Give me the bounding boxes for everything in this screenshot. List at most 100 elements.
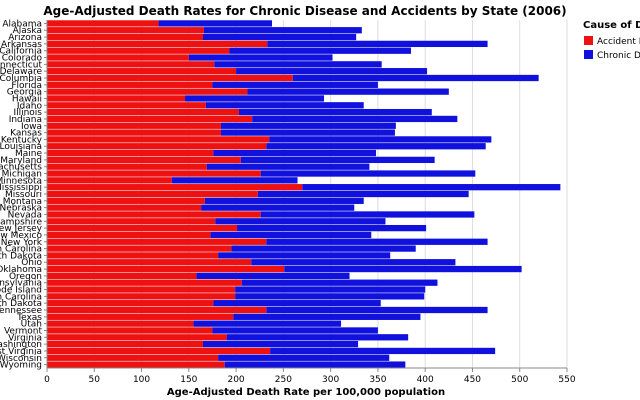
bar-accident-illinois [47, 108, 239, 116]
x-tick-label: 450 [464, 375, 481, 385]
bar-chronic-georgia [247, 88, 449, 95]
legend: Cause of Death Accident Deaths Chronic Di… [583, 20, 640, 61]
legend-title: Cause of Death [583, 20, 640, 31]
bar-accident-delaware [47, 68, 237, 75]
bar-accident-nebraska [47, 204, 202, 211]
bar-chronic-mississippi [302, 184, 561, 191]
y-tick-label: New Jersey [0, 224, 43, 234]
bar-accident-michigan [47, 170, 261, 177]
bar-chronic-delaware [236, 68, 428, 75]
legend-swatch [584, 50, 593, 59]
y-tick-label: North Carolina [0, 245, 42, 255]
bar-chronic-tennessee [266, 306, 488, 314]
bar-accident-alaska [47, 27, 204, 34]
y-tick-label: Florida [11, 81, 42, 91]
x-tick-label: 300 [322, 375, 339, 385]
y-tick-label: California [0, 47, 42, 57]
legend-swatch [584, 36, 593, 45]
bar-accident-ohio [47, 259, 252, 266]
y-tick-label: Minnesota [0, 176, 42, 186]
y-tick-label: Hawaii [12, 94, 42, 104]
bar-accident-iowa [47, 122, 221, 129]
bar-chronic-hawaii [185, 95, 325, 102]
bars [47, 20, 561, 368]
bar-chronic-oklahoma [284, 265, 522, 273]
bar-chronic-wyoming [224, 361, 406, 368]
y-tick-label: Ohio [21, 258, 42, 268]
bar-accident-mississippi [47, 184, 303, 191]
y-tick-label: Colorado [2, 54, 43, 64]
bar-accident-columbia [47, 74, 293, 82]
y-tick-label: Virginia [8, 333, 42, 343]
bar-accident-vermont [47, 327, 213, 334]
bar-accident-west-virginia [47, 347, 271, 355]
bar-chronic-connecticut [214, 61, 382, 68]
bar-chronic-ohio [251, 259, 456, 266]
bar-accident-south-dakota [47, 300, 214, 307]
y-tick-label: Rhode Island [0, 286, 42, 296]
bar-chronic-colorado [188, 54, 333, 61]
bar-accident-nevada [47, 211, 261, 218]
x-tick-label: 100 [133, 375, 150, 385]
bar-accident-georgia [47, 88, 248, 95]
bar-accident-rhode-island [47, 286, 236, 293]
bar-accident-maine [47, 149, 214, 157]
bar-chronic-new-jersey [237, 224, 427, 232]
y-axis: AlabamaAlaskaArizonaArkansasCaliforniaCo… [0, 19, 48, 371]
y-tick-label: Utah [21, 320, 42, 330]
y-tick-label: North Dakota [0, 251, 42, 261]
bar-chronic-florida [212, 81, 378, 88]
bar-accident-virginia [47, 334, 227, 341]
bar-accident-kentucky [47, 136, 270, 143]
legend-label: Accident Deaths [597, 37, 640, 47]
x-tick-label: 200 [227, 375, 244, 385]
y-tick-label: Alaska [13, 26, 42, 36]
bar-accident-connecticut [47, 61, 215, 68]
bar-accident-louisiana [47, 143, 267, 150]
y-tick-label: Mississippi [0, 183, 42, 193]
x-tick-label: 500 [511, 375, 528, 385]
y-tick-label: Nebraska [0, 204, 42, 214]
bar-chronic-utah [193, 320, 342, 327]
y-tick-label: New Mexico [0, 231, 42, 241]
bar-chronic-michigan [260, 170, 476, 177]
y-tick-label: Maryland [0, 156, 42, 166]
bar-chronic-new-york [266, 238, 488, 245]
y-tick-label: Wyoming [0, 361, 42, 371]
bar-accident-new-hampshire [47, 218, 216, 225]
bar-accident-hawaii [47, 95, 186, 102]
bar-chronic-west-virginia [270, 347, 496, 355]
bar-chronic-nevada [260, 211, 475, 218]
y-tick-label: Kansas [10, 129, 42, 139]
bar-accident-north-dakota [47, 252, 219, 259]
y-tick-label: Illinois [13, 108, 42, 118]
y-tick-label: Tennessee [0, 306, 42, 316]
bar-chronic-south-carolina [235, 293, 425, 300]
y-tick-label: Nevada [8, 210, 42, 220]
y-tick-label: Georgia [7, 88, 42, 98]
bar-accident-tennessee [47, 306, 267, 314]
y-tick-label: Louisiana [0, 142, 42, 152]
bar-accident-south-carolina [47, 293, 236, 300]
bar-accident-new-york [47, 238, 267, 245]
bar-accident-wisconsin [47, 354, 219, 361]
x-tick-label: 250 [275, 375, 292, 385]
bar-accident-alabama [47, 20, 159, 27]
bar-accident-texas [47, 313, 234, 320]
bar-chronic-new-hampshire [215, 218, 386, 225]
bar-accident-pennsylvania [47, 279, 242, 286]
bar-accident-new-mexico [47, 231, 211, 239]
bar-chronic-north-carolina [231, 245, 416, 252]
bar-accident-oklahoma [47, 265, 285, 273]
legend-label: Chronic Disease [597, 51, 640, 61]
bar-chronic-pennsylvania [241, 279, 438, 286]
bar-chronic-new-mexico [210, 231, 372, 239]
bar-accident-maryland [47, 156, 241, 164]
y-tick-label: Connecticut [0, 60, 42, 70]
y-tick-label: Wisconsin [0, 354, 42, 364]
bar-chronic-montana [204, 197, 364, 204]
bar-accident-washington [47, 340, 203, 348]
bar-chronic-missouri [257, 190, 469, 198]
bar-chronic-south-dakota [213, 300, 381, 307]
